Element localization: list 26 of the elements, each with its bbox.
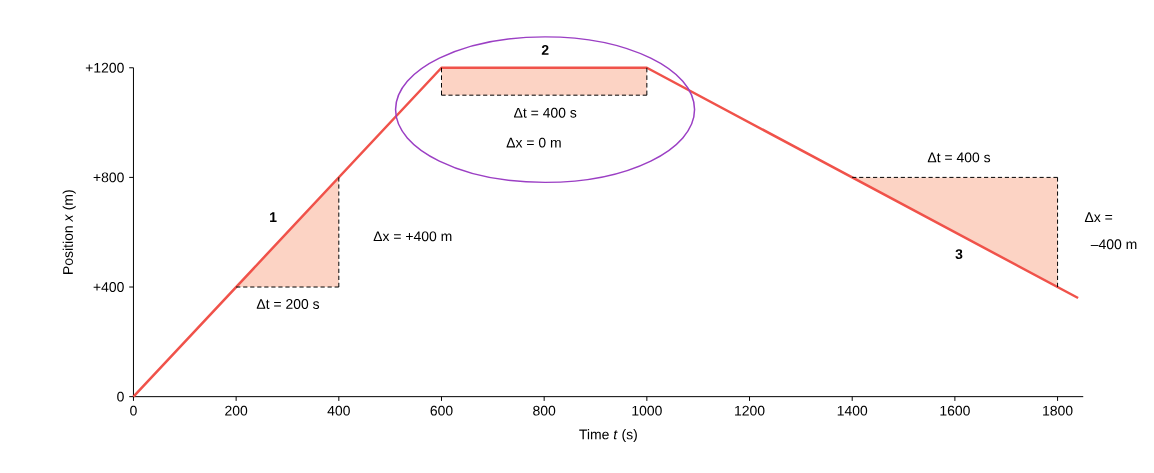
annotation: Δx = +400 m bbox=[373, 231, 452, 242]
x-tick-label: 0 bbox=[130, 405, 137, 416]
annotation: 3 bbox=[955, 248, 963, 259]
y-tick-label: +1200 bbox=[85, 62, 124, 73]
y-axis-title: Position x (m) bbox=[62, 190, 76, 274]
x-tick-label: 1400 bbox=[837, 405, 868, 416]
x-axis-title: Time t (s) bbox=[579, 428, 637, 442]
x-tick-label: 600 bbox=[430, 405, 453, 416]
y-tick-label: +800 bbox=[93, 172, 124, 183]
x-tick-label: 200 bbox=[225, 405, 248, 416]
text: 2 bbox=[541, 44, 549, 55]
text: –400 m bbox=[1090, 239, 1137, 250]
y-tick-label: +400 bbox=[93, 281, 124, 292]
x-tick-label: 1800 bbox=[1043, 405, 1073, 416]
annotation: Δx = 0 m bbox=[506, 137, 561, 148]
text: Δx = bbox=[1084, 212, 1113, 222]
y-tick-label: 0 bbox=[117, 391, 124, 402]
x-tick-label: 800 bbox=[533, 405, 556, 416]
x-tick-label: 1200 bbox=[735, 405, 765, 416]
x-tick-label: 1600 bbox=[940, 405, 970, 416]
x-tick-label: 1000 bbox=[632, 405, 662, 416]
x-tick-label: 400 bbox=[327, 405, 350, 416]
annotation: Δt = 200 s bbox=[256, 298, 320, 309]
annotation: Δt = 400 s bbox=[514, 107, 577, 118]
annotation: Δt = 400 s bbox=[927, 152, 991, 163]
annotation: 1 bbox=[270, 212, 277, 222]
